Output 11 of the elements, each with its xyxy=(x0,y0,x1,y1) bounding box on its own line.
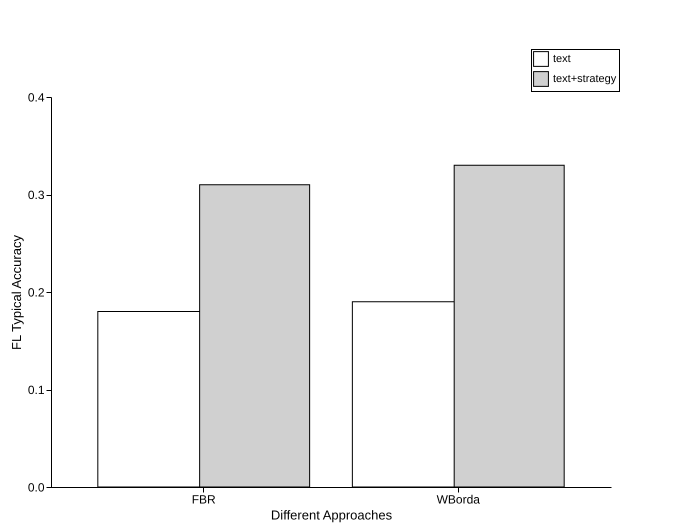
y-tick-label: 0.0 xyxy=(28,480,45,494)
x-axis-title: Different Approaches xyxy=(270,508,393,522)
y-tick-label: 0.3 xyxy=(28,188,45,202)
legend-label: text+strategy xyxy=(553,73,617,85)
x-tick-label: WBorda xyxy=(436,492,480,506)
legend-label: text xyxy=(553,53,571,65)
y-axis-title: FL Typical Accuracy xyxy=(8,234,24,350)
y-tick-label: 0.2 xyxy=(28,286,45,300)
y-tick-label: 0.1 xyxy=(28,383,45,397)
x-tick-label: FBR xyxy=(192,492,216,506)
y-tick-label: 0.4 xyxy=(28,90,45,104)
